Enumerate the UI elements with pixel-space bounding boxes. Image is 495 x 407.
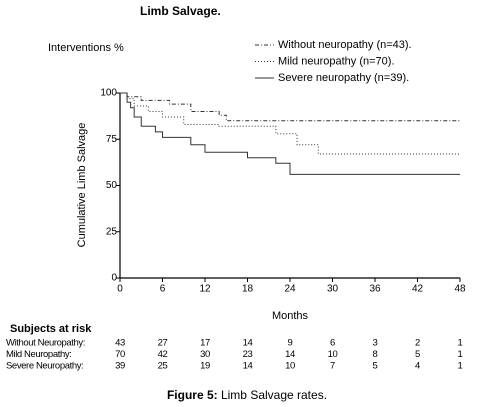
x-tick-label: 42: [412, 284, 424, 295]
risk-value: 5: [373, 361, 378, 372]
risk-value: 43: [115, 338, 125, 349]
risk-value: 14: [285, 349, 295, 360]
risk-row-label: Severe Neuropathy:: [6, 361, 83, 372]
risk-value: 14: [243, 361, 253, 372]
caption: Figure 5: Limb Salvage rates.: [167, 388, 327, 402]
survival-line: [120, 92, 460, 175]
x-axis-label: Months: [272, 310, 309, 322]
y-axis-label: Cumulative Limb Salvage: [76, 123, 88, 248]
y-tick-label: 75: [106, 134, 118, 145]
risk-value: 10: [328, 349, 338, 360]
survival-line: [120, 92, 460, 155]
risk-value: 3: [373, 338, 378, 349]
risk-value: 25: [158, 361, 168, 372]
risk-value: 39: [115, 361, 125, 372]
risk-value: 7: [330, 361, 335, 372]
risk-value: 6: [330, 338, 335, 349]
x-tick-label: 12: [199, 284, 211, 295]
y-tick-label: 100: [100, 88, 117, 99]
legend-label: Severe neuropathy (n=39).: [278, 72, 409, 84]
subtitle: Interventions %: [48, 42, 124, 54]
legend-label: Without neuropathy (n=43).: [278, 39, 412, 51]
risk-value: 70: [115, 349, 125, 360]
risk-value: 19: [200, 361, 210, 372]
risk-value: 10: [285, 361, 295, 372]
risk-table-title: Subjects at risk: [10, 323, 92, 335]
risk-value: 30: [200, 349, 210, 360]
risk-value: 17: [200, 338, 210, 349]
risk-value: 8: [373, 349, 378, 360]
x-tick-label: 0: [117, 284, 123, 295]
risk-row-label: Without Neuropathy:: [6, 338, 85, 349]
risk-value: 14: [243, 338, 253, 349]
risk-value: 1: [458, 338, 463, 349]
y-tick-label: 0: [111, 273, 117, 284]
y-tick-label: 25: [106, 226, 118, 237]
risk-value: 23: [243, 349, 253, 360]
chart-title: Limb Salvage.: [140, 4, 221, 18]
risk-value: 27: [158, 338, 168, 349]
caption-label: Figure 5:: [167, 388, 218, 402]
risk-value: 42: [158, 349, 168, 360]
x-tick-label: 30: [327, 284, 339, 295]
caption-text: Limb Salvage rates.: [221, 388, 327, 402]
x-tick-label: 18: [242, 284, 254, 295]
x-tick-label: 36: [369, 284, 381, 295]
x-tick-label: 6: [160, 284, 166, 295]
y-tick-label: 50: [106, 180, 118, 191]
x-tick-label: 24: [284, 284, 296, 295]
risk-value: 4: [415, 361, 420, 372]
risk-value: 5: [415, 349, 420, 360]
legend-label: Mild neuropathy (n=70).: [278, 55, 394, 67]
x-tick-label: 48: [454, 284, 466, 295]
risk-value: 1: [458, 361, 463, 372]
risk-value: 9: [288, 338, 293, 349]
risk-value: 2: [415, 338, 420, 349]
risk-row-label: Mild Neuropathy:: [6, 349, 71, 360]
risk-value: 1: [458, 349, 463, 360]
survival-line: [120, 92, 460, 122]
